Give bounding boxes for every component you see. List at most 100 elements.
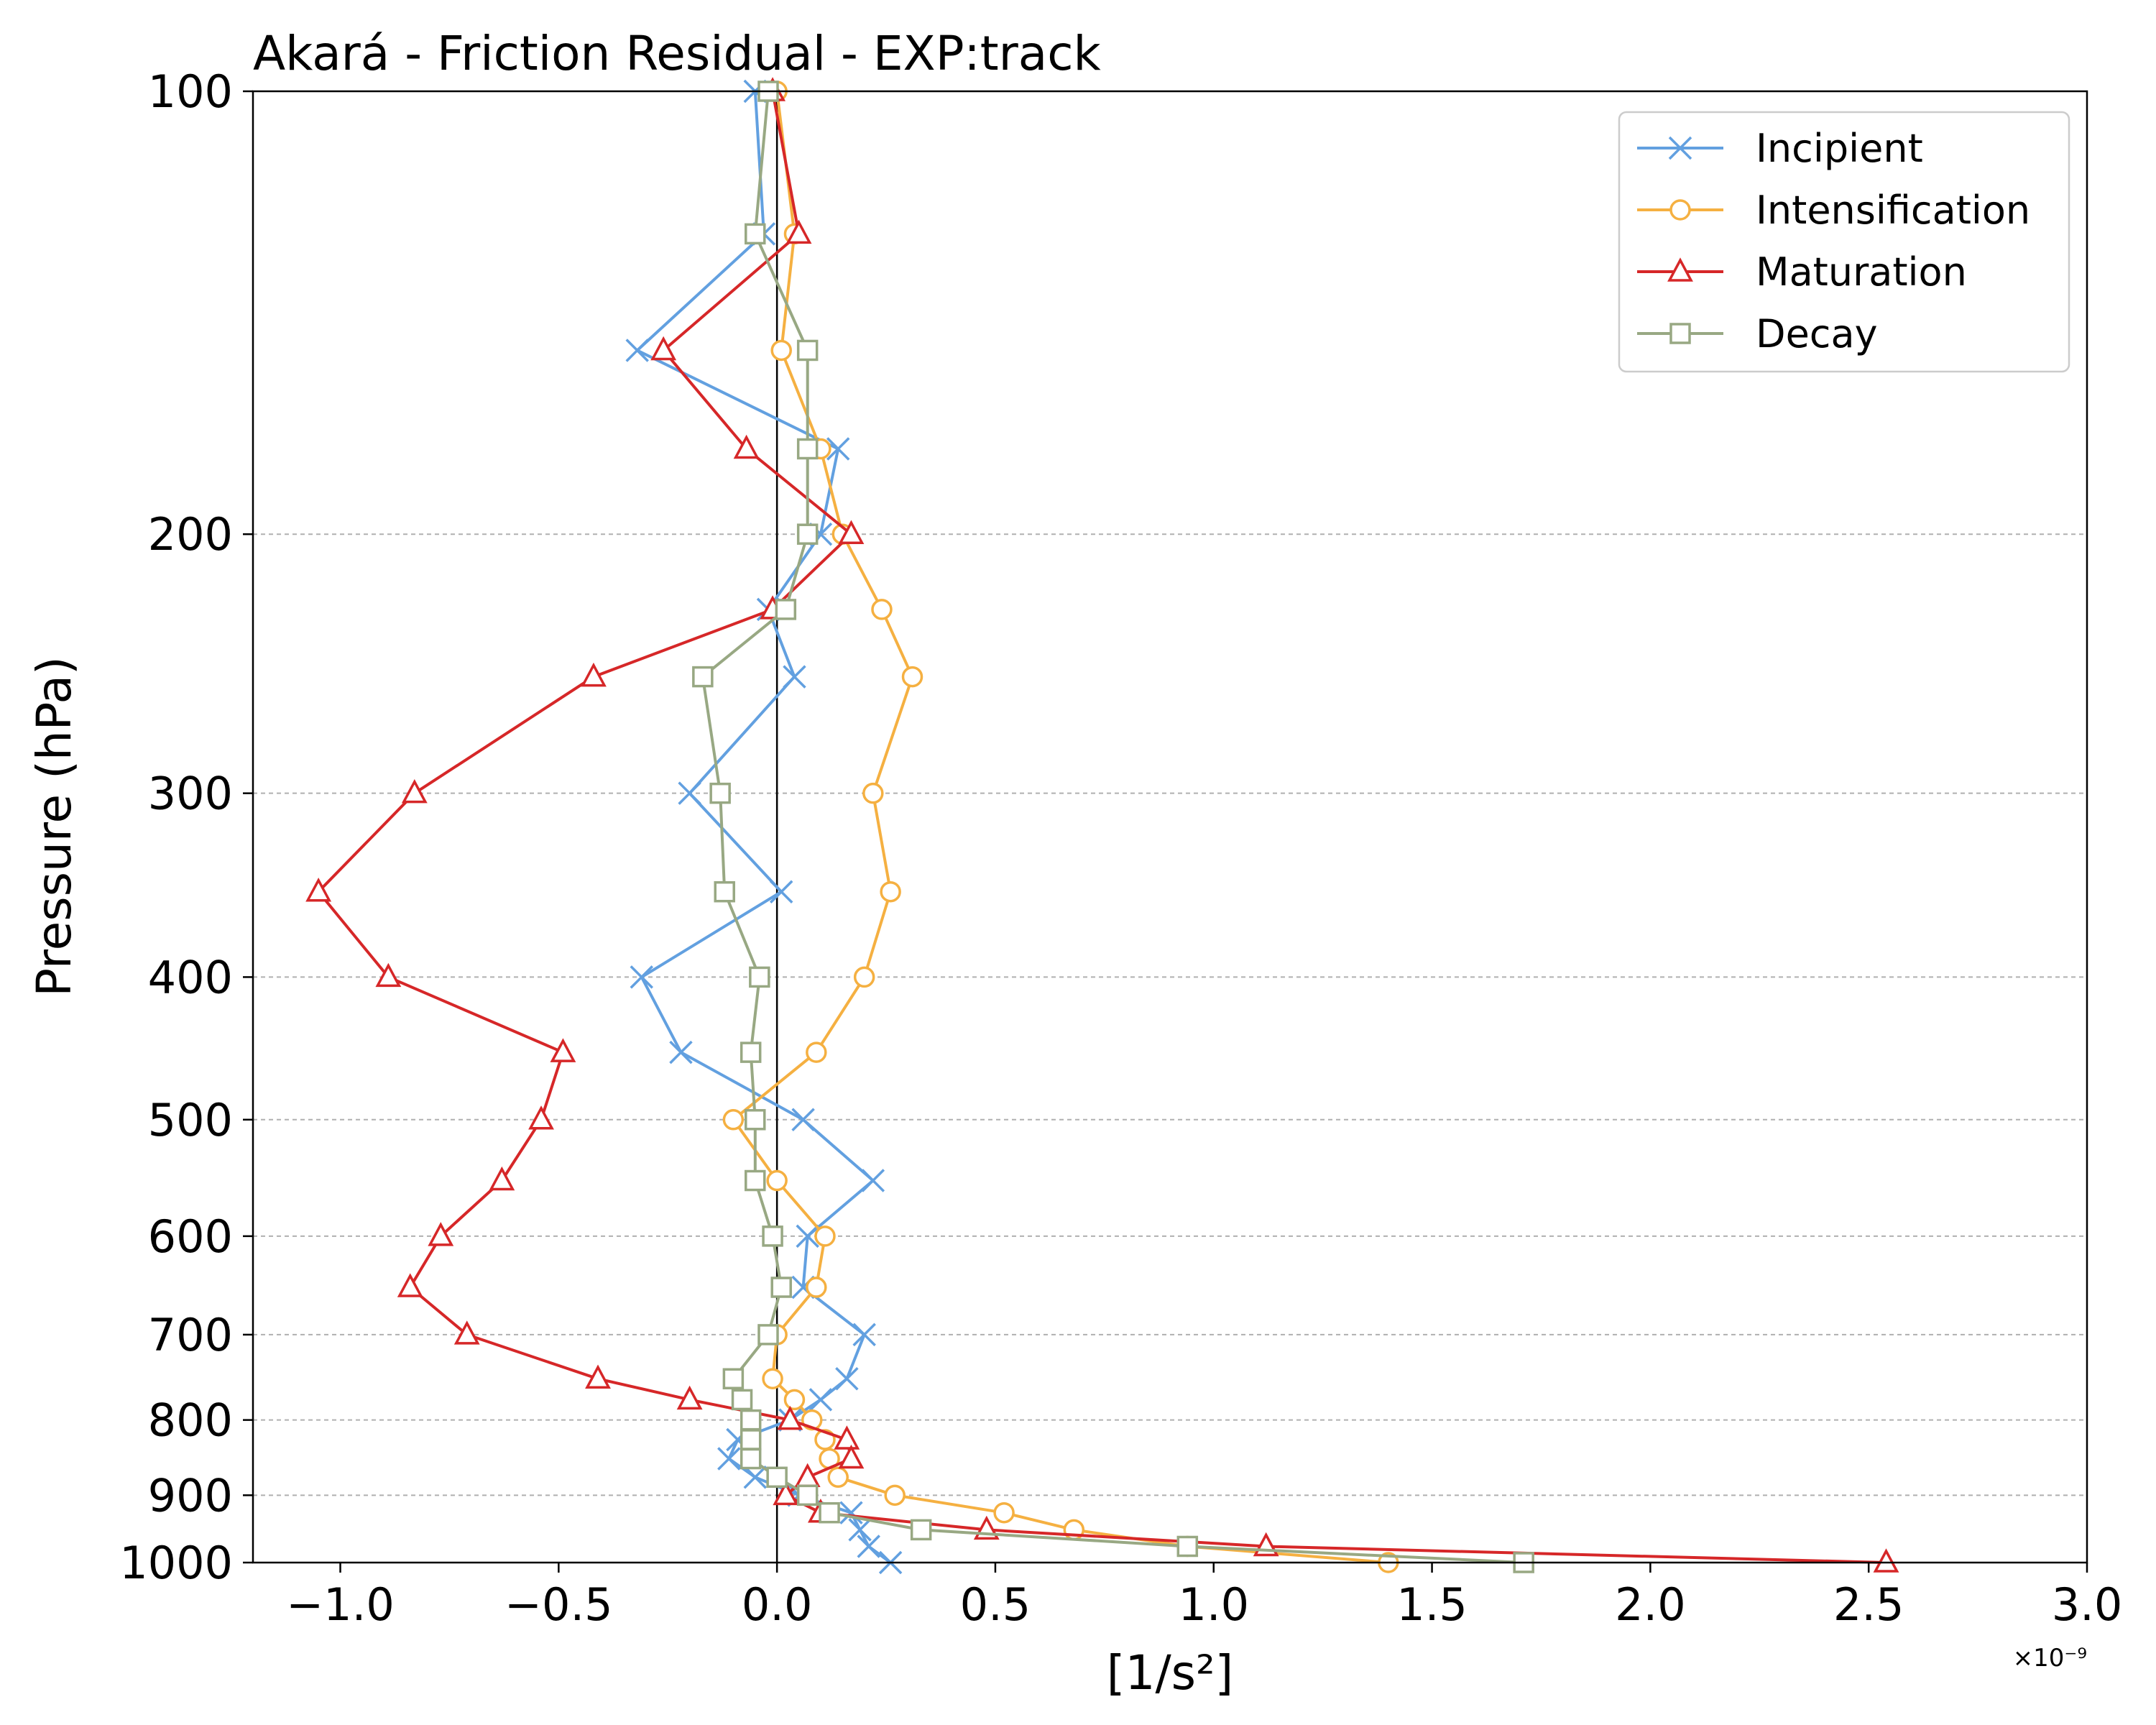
legend-swatch-marker [1669, 199, 1691, 221]
data-point-decay-750 [722, 1368, 745, 1390]
gridlines [253, 533, 2087, 1496]
data-point-intensification-550 [766, 1169, 788, 1192]
legend-label: Maturation [1756, 249, 1967, 295]
data-point-intensification-150 [770, 339, 792, 362]
data-point-maturation-175 [733, 434, 760, 459]
data-point-maturation-900 [773, 1481, 799, 1506]
data-point-intensification-450 [806, 1041, 827, 1063]
data-point-intensification-650 [806, 1276, 827, 1298]
y-tick-label: 400 [148, 951, 233, 1003]
plot-frame [252, 90, 2088, 1564]
data-point-decay-925 [819, 1501, 840, 1524]
data-point-decay-800 [740, 1409, 762, 1431]
data-point-decay-225 [775, 599, 797, 620]
legend-item-incipient: Incipient [1637, 126, 1923, 171]
data-point-incipient-875 [743, 1466, 767, 1489]
data-point-maturation-650 [397, 1273, 423, 1297]
data-point-incipient-400 [630, 965, 654, 989]
legend-box [1618, 111, 2070, 373]
series-layer [305, 77, 1899, 1575]
data-point-incipient-775 [808, 1388, 833, 1412]
data-point-decay-450 [740, 1041, 762, 1063]
data-point-incipient-850 [717, 1447, 741, 1471]
data-point-incipient-550 [861, 1169, 885, 1192]
data-point-decay-825 [740, 1429, 762, 1450]
data-point-incipient-150 [625, 339, 649, 362]
y-tick-label: 600 [148, 1210, 233, 1263]
data-point-incipient-250 [783, 665, 806, 689]
data-point-maturation-200 [838, 520, 865, 544]
data-point-incipient-175 [826, 437, 850, 461]
data-point-intensification-600 [814, 1225, 836, 1247]
data-point-intensification-875 [827, 1466, 849, 1489]
data-point-decay-400 [749, 966, 770, 988]
data-point-incipient-600 [796, 1224, 819, 1248]
data-point-decay-550 [745, 1169, 766, 1192]
data-point-decay-150 [796, 339, 819, 362]
data-point-intensification-400 [853, 966, 875, 988]
data-point-decay-175 [796, 438, 819, 460]
legend-item-intensification: Intensification [1637, 188, 2030, 233]
data-point-maturation-700 [453, 1320, 480, 1345]
data-point-decay-650 [770, 1276, 792, 1298]
data-point-maturation-750 [585, 1364, 611, 1389]
data-point-decay-500 [745, 1109, 766, 1131]
y-tick-label: 200 [148, 508, 233, 561]
data-point-incipient-450 [669, 1040, 693, 1064]
data-point-intensification-925 [993, 1501, 1015, 1524]
legend-swatch-marker [1669, 323, 1691, 344]
y-tick-label: 500 [148, 1094, 233, 1146]
x-tick-label: 1.0 [1178, 1578, 1249, 1631]
data-point-maturation-825 [834, 1425, 860, 1450]
data-point-decay-350 [714, 880, 735, 903]
legend: Incipient Intensification Maturation Decay [1618, 111, 2070, 373]
data-point-intensification-500 [722, 1109, 745, 1131]
data-point-decay-300 [709, 782, 731, 804]
legend-swatch-marker [1668, 136, 1692, 160]
data-point-decay-775 [731, 1389, 753, 1411]
x-tick-label: 0.5 [960, 1578, 1031, 1631]
data-point-incipient-700 [852, 1322, 876, 1347]
y-tick-label: 800 [148, 1394, 233, 1447]
legend-swatch-marker [1667, 257, 1693, 282]
data-point-maturation-775 [676, 1385, 703, 1410]
x-tick-label: 2.0 [1615, 1578, 1686, 1631]
data-point-incipient-350 [769, 880, 793, 903]
data-point-incipient-500 [791, 1108, 815, 1132]
legend-item-maturation: Maturation [1637, 249, 1967, 295]
series-decay [692, 80, 1534, 1573]
data-point-maturation-800 [777, 1405, 803, 1430]
x-axis-label: [1/s²] [1107, 1645, 1234, 1701]
x-axis-offset-label: ×10⁻⁹ [2013, 1644, 2087, 1673]
data-point-maturation-400 [375, 962, 402, 988]
data-point-decay-250 [692, 666, 714, 688]
data-point-decay-125 [745, 223, 766, 245]
data-point-incipient-750 [835, 1367, 859, 1391]
data-point-decay-900 [796, 1484, 819, 1506]
y-axis-ticks: 100 200 300 400 500 600 700 800 900 1000 [119, 65, 253, 1589]
legend-item-decay: Decay [1637, 311, 1878, 356]
data-point-decay-975 [1176, 1535, 1199, 1558]
data-point-intensification-775 [783, 1389, 806, 1411]
data-point-intensification-350 [880, 880, 901, 903]
data-point-maturation-600 [428, 1222, 454, 1246]
legend-label: Decay [1756, 311, 1878, 356]
data-point-incipient-975 [857, 1535, 880, 1558]
x-axis-ticks: −1.0 −0.5 0.0 0.5 1.0 1.5 2.0 2.5 3.0 [286, 1563, 2122, 1631]
data-point-decay-875 [766, 1466, 788, 1489]
x-tick-label: 0.0 [742, 1578, 813, 1631]
x-tick-label: −0.5 [505, 1578, 613, 1631]
data-point-maturation-1000 [1873, 1548, 1899, 1573]
y-tick-label: 100 [148, 65, 233, 118]
y-tick-label: 1000 [119, 1537, 233, 1589]
data-point-intensification-250 [901, 666, 923, 688]
data-point-decay-850 [740, 1448, 762, 1470]
series-markers-decay [692, 80, 1534, 1573]
x-tick-label: 3.0 [2052, 1578, 2123, 1631]
x-tick-label: 2.5 [1833, 1578, 1904, 1631]
x-tick-label: −1.0 [286, 1578, 395, 1631]
data-point-maturation-250 [581, 662, 607, 687]
data-point-decay-600 [762, 1225, 783, 1247]
x-tick-label: 1.5 [1396, 1578, 1468, 1631]
data-point-maturation-300 [401, 778, 428, 804]
